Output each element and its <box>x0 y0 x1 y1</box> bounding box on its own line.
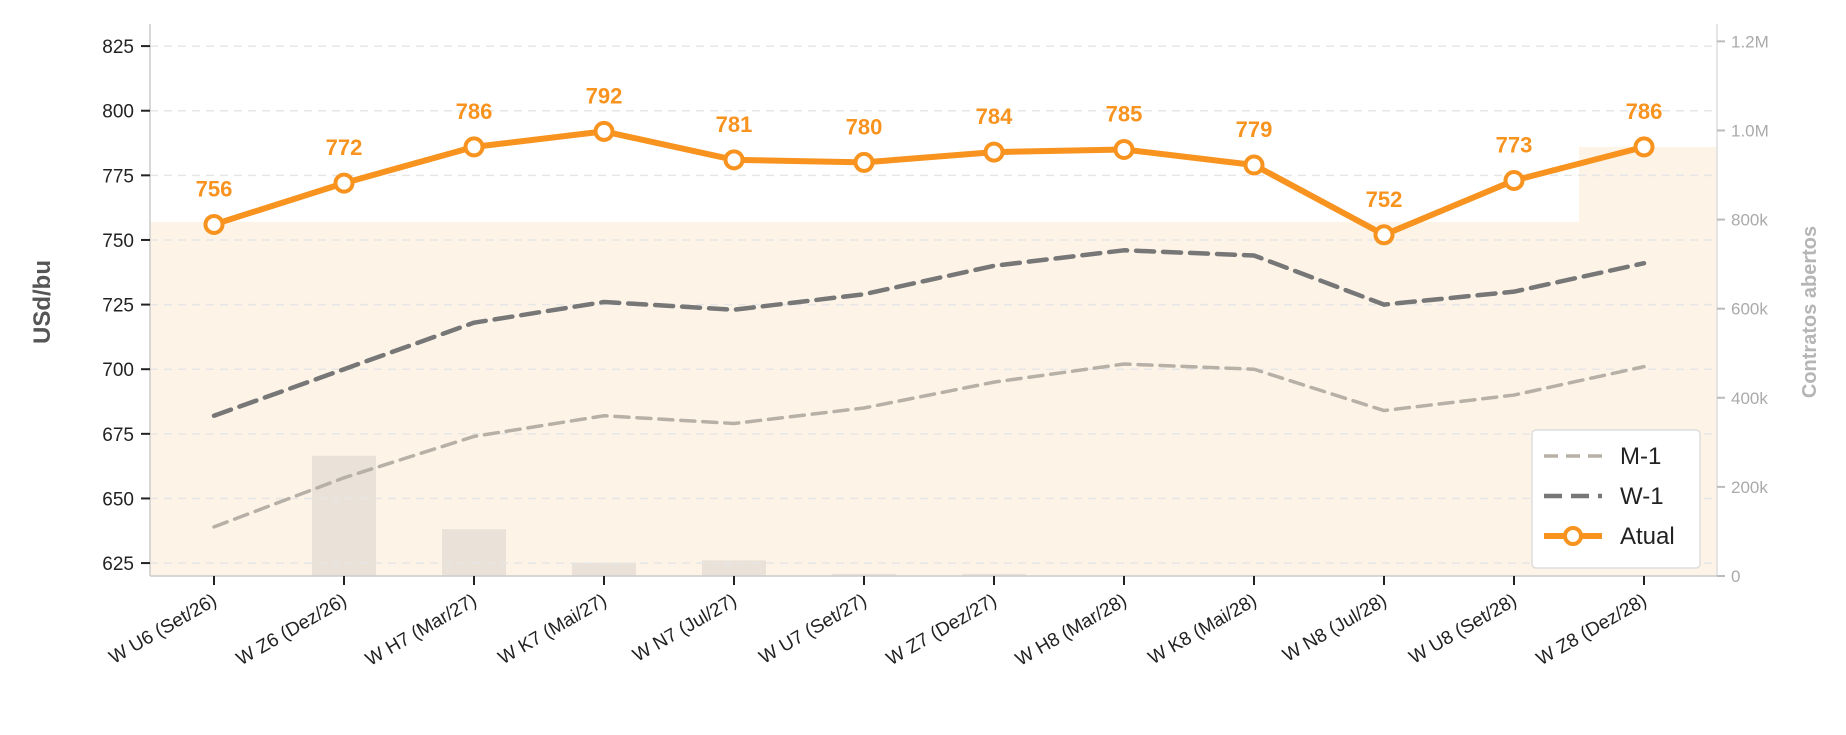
data-label: 784 <box>976 104 1013 129</box>
x-tick-label: W N7 (Jul/27) <box>629 590 740 666</box>
x-tick-label: W Z6 (Dez/26) <box>233 590 350 670</box>
series-line-m-1 <box>212 362 1646 529</box>
y-tick-label: 625 <box>102 554 134 575</box>
open-interest-bar <box>572 562 636 576</box>
data-label: 792 <box>586 83 623 108</box>
data-labels: 756 772 786 792 781 780 784 785 779 752 773 786 <box>196 83 1663 211</box>
data-point <box>1113 138 1135 160</box>
open-interest-bar <box>442 529 506 576</box>
series-lines <box>203 120 1655 529</box>
data-label: 773 <box>1496 133 1533 158</box>
x-tick-label: W N8 (Jul/28) <box>1279 590 1390 666</box>
y-tick-label: 750 <box>102 231 134 252</box>
x-tick-label: W H7 (Mar/27) <box>362 590 480 670</box>
y-tick-label: 775 <box>102 166 134 187</box>
x-tick-label: W H8 (Mar/28) <box>1012 590 1130 670</box>
y2-tick-label: 800k <box>1731 211 1768 230</box>
data-label: 786 <box>456 99 493 124</box>
series-line-atual <box>211 128 1647 238</box>
data-point <box>463 136 485 158</box>
legend: M-1 W-1 Atual <box>1531 429 1701 569</box>
data-label: 752 <box>1366 187 1403 212</box>
data-point <box>853 151 875 173</box>
y2-tick-label: 1.0M <box>1731 121 1769 140</box>
data-label: 779 <box>1236 117 1273 142</box>
data-label: 786 <box>1626 99 1663 124</box>
y-tick-label: 700 <box>102 360 134 381</box>
data-label: 772 <box>326 135 363 160</box>
data-point <box>1373 224 1395 246</box>
x-tick-label: W K7 (Mai/27) <box>495 590 611 669</box>
x-tick-label: W U7 (Set/27) <box>756 590 871 668</box>
y2-tick-label: 0 <box>1731 567 1740 586</box>
y-tick-label: 675 <box>102 425 134 446</box>
y2-axis-title: Contratos abertos <box>1799 226 1821 398</box>
x-tick-label: W K8 (Mai/28) <box>1145 590 1261 669</box>
y-tick-label: 725 <box>102 296 134 317</box>
grid-lines <box>150 45 1717 564</box>
y2-tick-label: 600k <box>1731 300 1768 319</box>
data-point <box>333 172 355 194</box>
data-label: 781 <box>716 112 753 137</box>
x-tick-label: W U8 (Set/28) <box>1406 590 1521 668</box>
x-tick-label: W U6 (Set/26) <box>106 590 221 668</box>
data-label: 785 <box>1106 101 1143 126</box>
data-point <box>1243 154 1265 176</box>
legend-label: M-1 <box>1620 443 1661 470</box>
y-tick-label: 825 <box>102 37 134 58</box>
y-tick-label: 800 <box>102 102 134 123</box>
y-tick-label: 650 <box>102 489 134 510</box>
x-tick-label: W Z7 (Dez/27) <box>883 590 1000 670</box>
legend-label: Atual <box>1620 523 1675 550</box>
background-band-layer <box>150 146 1717 577</box>
open-interest-bar <box>832 573 896 576</box>
data-label: 756 <box>196 176 233 201</box>
background-band <box>150 146 1717 577</box>
data-point <box>723 149 745 171</box>
legend-label: W-1 <box>1620 483 1664 510</box>
data-point <box>1633 136 1655 158</box>
y-axis-title: USd/bu <box>29 260 56 344</box>
data-point <box>593 120 615 142</box>
series-line-w-1 <box>211 248 1647 418</box>
open-interest-bar <box>312 455 376 576</box>
data-point <box>203 213 225 235</box>
data-point <box>983 141 1005 163</box>
open-interest-bars <box>312 455 1026 576</box>
data-point <box>1503 170 1525 192</box>
open-interest-bar <box>702 560 766 576</box>
y2-tick-label: 400k <box>1731 389 1768 408</box>
data-label: 780 <box>846 114 883 139</box>
open-interest-bar <box>962 573 1026 576</box>
x-tick-label: W Z8 (Dez/28) <box>1533 590 1650 670</box>
legend-marker <box>1563 526 1583 546</box>
y2-tick-label: 200k <box>1731 478 1768 497</box>
y2-tick-label: 1.2M <box>1731 32 1769 51</box>
legend-box <box>1531 429 1701 569</box>
